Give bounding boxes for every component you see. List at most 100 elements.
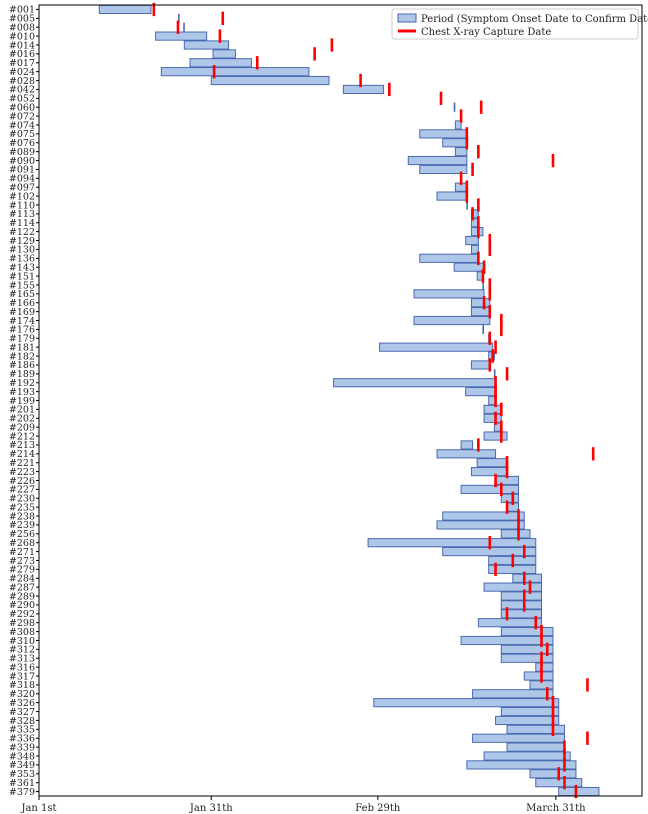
period-bar xyxy=(465,235,479,246)
period-bar xyxy=(98,4,152,15)
case-label: #313 xyxy=(9,654,35,665)
period-bar xyxy=(470,360,491,370)
legend-period-swatch xyxy=(397,13,417,23)
period-bar xyxy=(419,253,479,263)
case-label: #091 xyxy=(9,165,35,176)
case-label: #292 xyxy=(9,609,35,620)
case-label: #130 xyxy=(9,245,35,256)
period-bar xyxy=(500,591,542,601)
case-label: #336 xyxy=(9,734,35,745)
case-label: #072 xyxy=(9,111,35,122)
case-label: #166 xyxy=(9,298,35,309)
case-label: #075 xyxy=(9,129,35,140)
case-label: #256 xyxy=(9,529,35,540)
case-label: #379 xyxy=(9,787,35,798)
period-bar xyxy=(512,573,542,583)
period-bar xyxy=(212,49,236,59)
case-label: #361 xyxy=(9,778,35,789)
case-label: #289 xyxy=(9,591,35,602)
period-bar xyxy=(333,378,497,388)
case-label: #155 xyxy=(9,280,35,291)
case-label: #136 xyxy=(9,254,35,265)
case-label: #014 xyxy=(9,40,35,51)
case-label: #279 xyxy=(9,565,35,576)
case-label: #312 xyxy=(9,645,35,656)
y-tick-labels: #001#005#008#010#014#016#017#024#028#042… xyxy=(9,5,35,798)
period-bar xyxy=(454,120,462,130)
period-bar xyxy=(419,129,468,139)
x-tick-label: Jan 1st xyxy=(20,803,56,814)
case-label: #290 xyxy=(9,600,35,611)
case-label: #016 xyxy=(9,49,35,60)
case-label: #320 xyxy=(9,689,35,700)
case-label: #094 xyxy=(9,174,35,185)
period-bar xyxy=(506,742,565,752)
case-label: #328 xyxy=(9,716,35,727)
case-label: #339 xyxy=(9,742,35,753)
period-bar xyxy=(183,22,185,32)
case-label: #230 xyxy=(9,494,35,505)
period-bar xyxy=(379,342,494,352)
case-label: #326 xyxy=(9,698,35,709)
case-label: #193 xyxy=(9,387,35,398)
x-tick-label: Feb 29th xyxy=(355,803,401,814)
case-label: #273 xyxy=(9,556,35,567)
period-bar xyxy=(453,102,456,112)
case-label: #090 xyxy=(9,156,35,167)
case-label: #209 xyxy=(9,422,35,433)
case-label: #189 xyxy=(9,369,35,380)
case-label: #192 xyxy=(9,378,35,389)
case-label: #052 xyxy=(9,94,35,105)
xray-markers xyxy=(152,2,595,799)
period-bar xyxy=(472,689,554,699)
period-bar xyxy=(470,244,479,254)
period-bar xyxy=(373,698,560,708)
x-tick-labels: Jan 1st Jan 31th Feb 29th March 31th xyxy=(20,803,586,814)
case-label: #284 xyxy=(9,574,35,585)
case-label: #122 xyxy=(9,227,35,238)
period-bar xyxy=(500,600,542,610)
period-bar xyxy=(466,760,577,770)
period-bar xyxy=(210,75,330,86)
period-bar xyxy=(419,164,468,175)
period-bar xyxy=(470,298,491,308)
period-bar xyxy=(189,58,252,68)
case-label: #227 xyxy=(9,485,35,496)
case-label: #176 xyxy=(9,325,35,336)
period-bar xyxy=(506,724,565,734)
period-bar xyxy=(500,493,520,503)
case-label: #271 xyxy=(9,547,35,558)
case-label: #186 xyxy=(9,360,35,371)
period-bar xyxy=(342,84,385,95)
case-label: #316 xyxy=(9,662,35,673)
case-label: #010 xyxy=(9,31,35,42)
period-bar xyxy=(470,307,491,317)
legend-period-label: Period (Symptom Onset Date to Confirm Da… xyxy=(421,14,648,25)
period-bar xyxy=(436,449,497,459)
period-bar xyxy=(500,529,531,539)
case-label: #238 xyxy=(9,511,35,522)
case-label: #268 xyxy=(9,538,35,549)
period-bar xyxy=(483,431,508,441)
case-label: #212 xyxy=(9,431,35,442)
case-label: #298 xyxy=(9,618,35,629)
period-bar xyxy=(183,40,230,50)
period-bar xyxy=(500,626,554,637)
period-bar xyxy=(476,458,508,468)
case-label: #110 xyxy=(9,200,35,211)
period-bar xyxy=(436,520,525,530)
period-bar xyxy=(460,635,554,646)
period-bar xyxy=(442,138,468,148)
case-label: #308 xyxy=(9,627,35,638)
period-bar xyxy=(460,484,520,494)
case-label: #182 xyxy=(9,351,35,362)
x-tick-label: March 31th xyxy=(526,803,586,814)
case-label: #076 xyxy=(9,138,35,149)
case-label: #310 xyxy=(9,636,35,647)
period-bar xyxy=(482,324,485,334)
case-label: #214 xyxy=(9,449,35,460)
period-bar xyxy=(483,413,502,423)
case-label: #239 xyxy=(9,520,35,531)
case-label: #213 xyxy=(9,440,35,451)
